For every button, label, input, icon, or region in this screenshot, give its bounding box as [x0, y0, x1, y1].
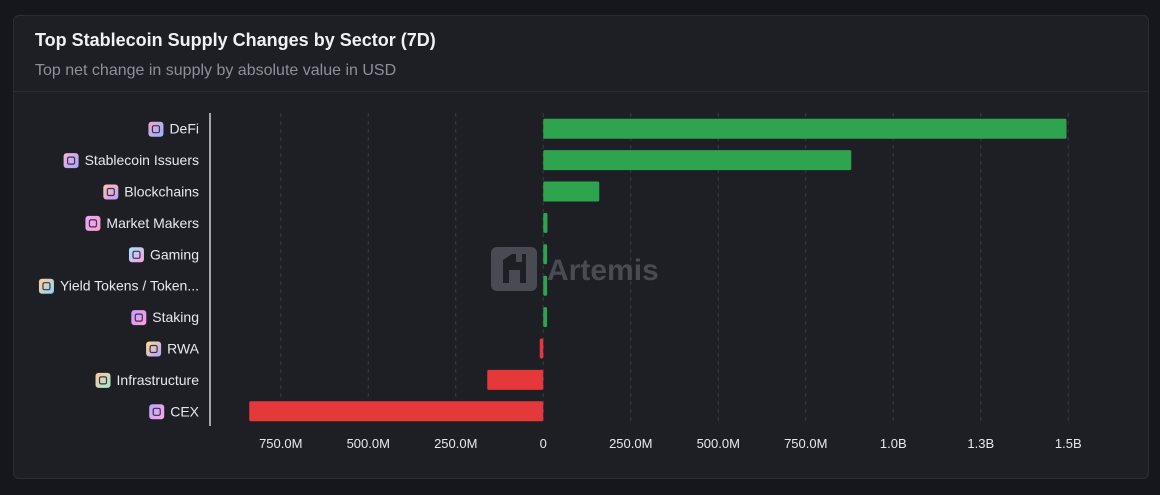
category-label: Stablecoin Issuers — [85, 152, 199, 168]
category-label: Yield Tokens / Token... — [60, 278, 199, 294]
x-tick-label: 500.0M — [347, 436, 390, 451]
chart-subtitle: Top net change in supply by absolute val… — [35, 62, 397, 79]
category-label: Market Makers — [106, 215, 199, 231]
defi-icon — [148, 121, 164, 137]
gaming-icon — [128, 247, 144, 263]
bar-yield-tokens[interactable] — [543, 275, 548, 296]
x-tick-label: 1.5B — [1055, 436, 1082, 451]
market-makers-icon — [85, 215, 101, 231]
bar-cex[interactable] — [249, 401, 544, 422]
x-tick-label: 500.0M — [697, 436, 740, 451]
blockchains-icon — [103, 184, 119, 200]
chart-header: Top Stablecoin Supply Changes by Sector … — [14, 16, 1148, 92]
bar-market-makers[interactable] — [543, 212, 548, 233]
x-tick-label: 250.0M — [434, 436, 477, 451]
staking-icon — [131, 310, 147, 326]
x-tick-label: 750.0M — [784, 436, 827, 451]
category-label: CEX — [170, 403, 199, 419]
x-tick-label: 1.0B — [880, 436, 907, 451]
category-label: Blockchains — [124, 184, 199, 200]
chart-card: Top Stablecoin Supply Changes by Sector … — [13, 15, 1149, 479]
bars — [249, 118, 1067, 422]
x-tick-label: 1.3B — [967, 436, 994, 451]
bar-stablecoin-issuers[interactable] — [543, 150, 852, 171]
x-tick-label: 750.0M — [259, 436, 302, 451]
chart-title: Top Stablecoin Supply Changes by Sector … — [35, 30, 436, 50]
x-axis-ticks: 750.0M 500.0M 250.0M 0 250.0M 500.0M 750.0M 1.0… — [259, 436, 1082, 451]
bar-staking[interactable] — [543, 307, 548, 328]
category-label: Gaming — [150, 246, 199, 262]
stablecoin-issuers-icon — [63, 153, 79, 169]
rwa-icon — [146, 341, 162, 357]
bar-rwa[interactable] — [539, 338, 544, 359]
category-label: DeFi — [169, 121, 199, 137]
bar-defi[interactable] — [543, 118, 1067, 139]
x-tick-label: 0 — [540, 436, 547, 451]
category-label: Staking — [152, 309, 199, 325]
bar-gaming[interactable] — [543, 244, 548, 265]
bar-blockchains[interactable] — [543, 181, 600, 202]
category-labels: DeFi Stablecoin Issuers Blockchains Market … — [38, 121, 200, 420]
cex-icon — [149, 404, 165, 420]
category-label: RWA — [167, 341, 200, 357]
artemis-watermark: Artemis — [491, 247, 659, 291]
yield-tokens-icon — [38, 278, 54, 294]
infrastructure-icon — [95, 372, 111, 388]
category-label: Infrastructure — [117, 372, 200, 388]
bar-infrastructure[interactable] — [487, 369, 544, 390]
artemis-logo-mark — [503, 254, 526, 283]
x-tick-label: 250.0M — [609, 436, 652, 451]
watermark-text: Artemis — [547, 254, 659, 287]
